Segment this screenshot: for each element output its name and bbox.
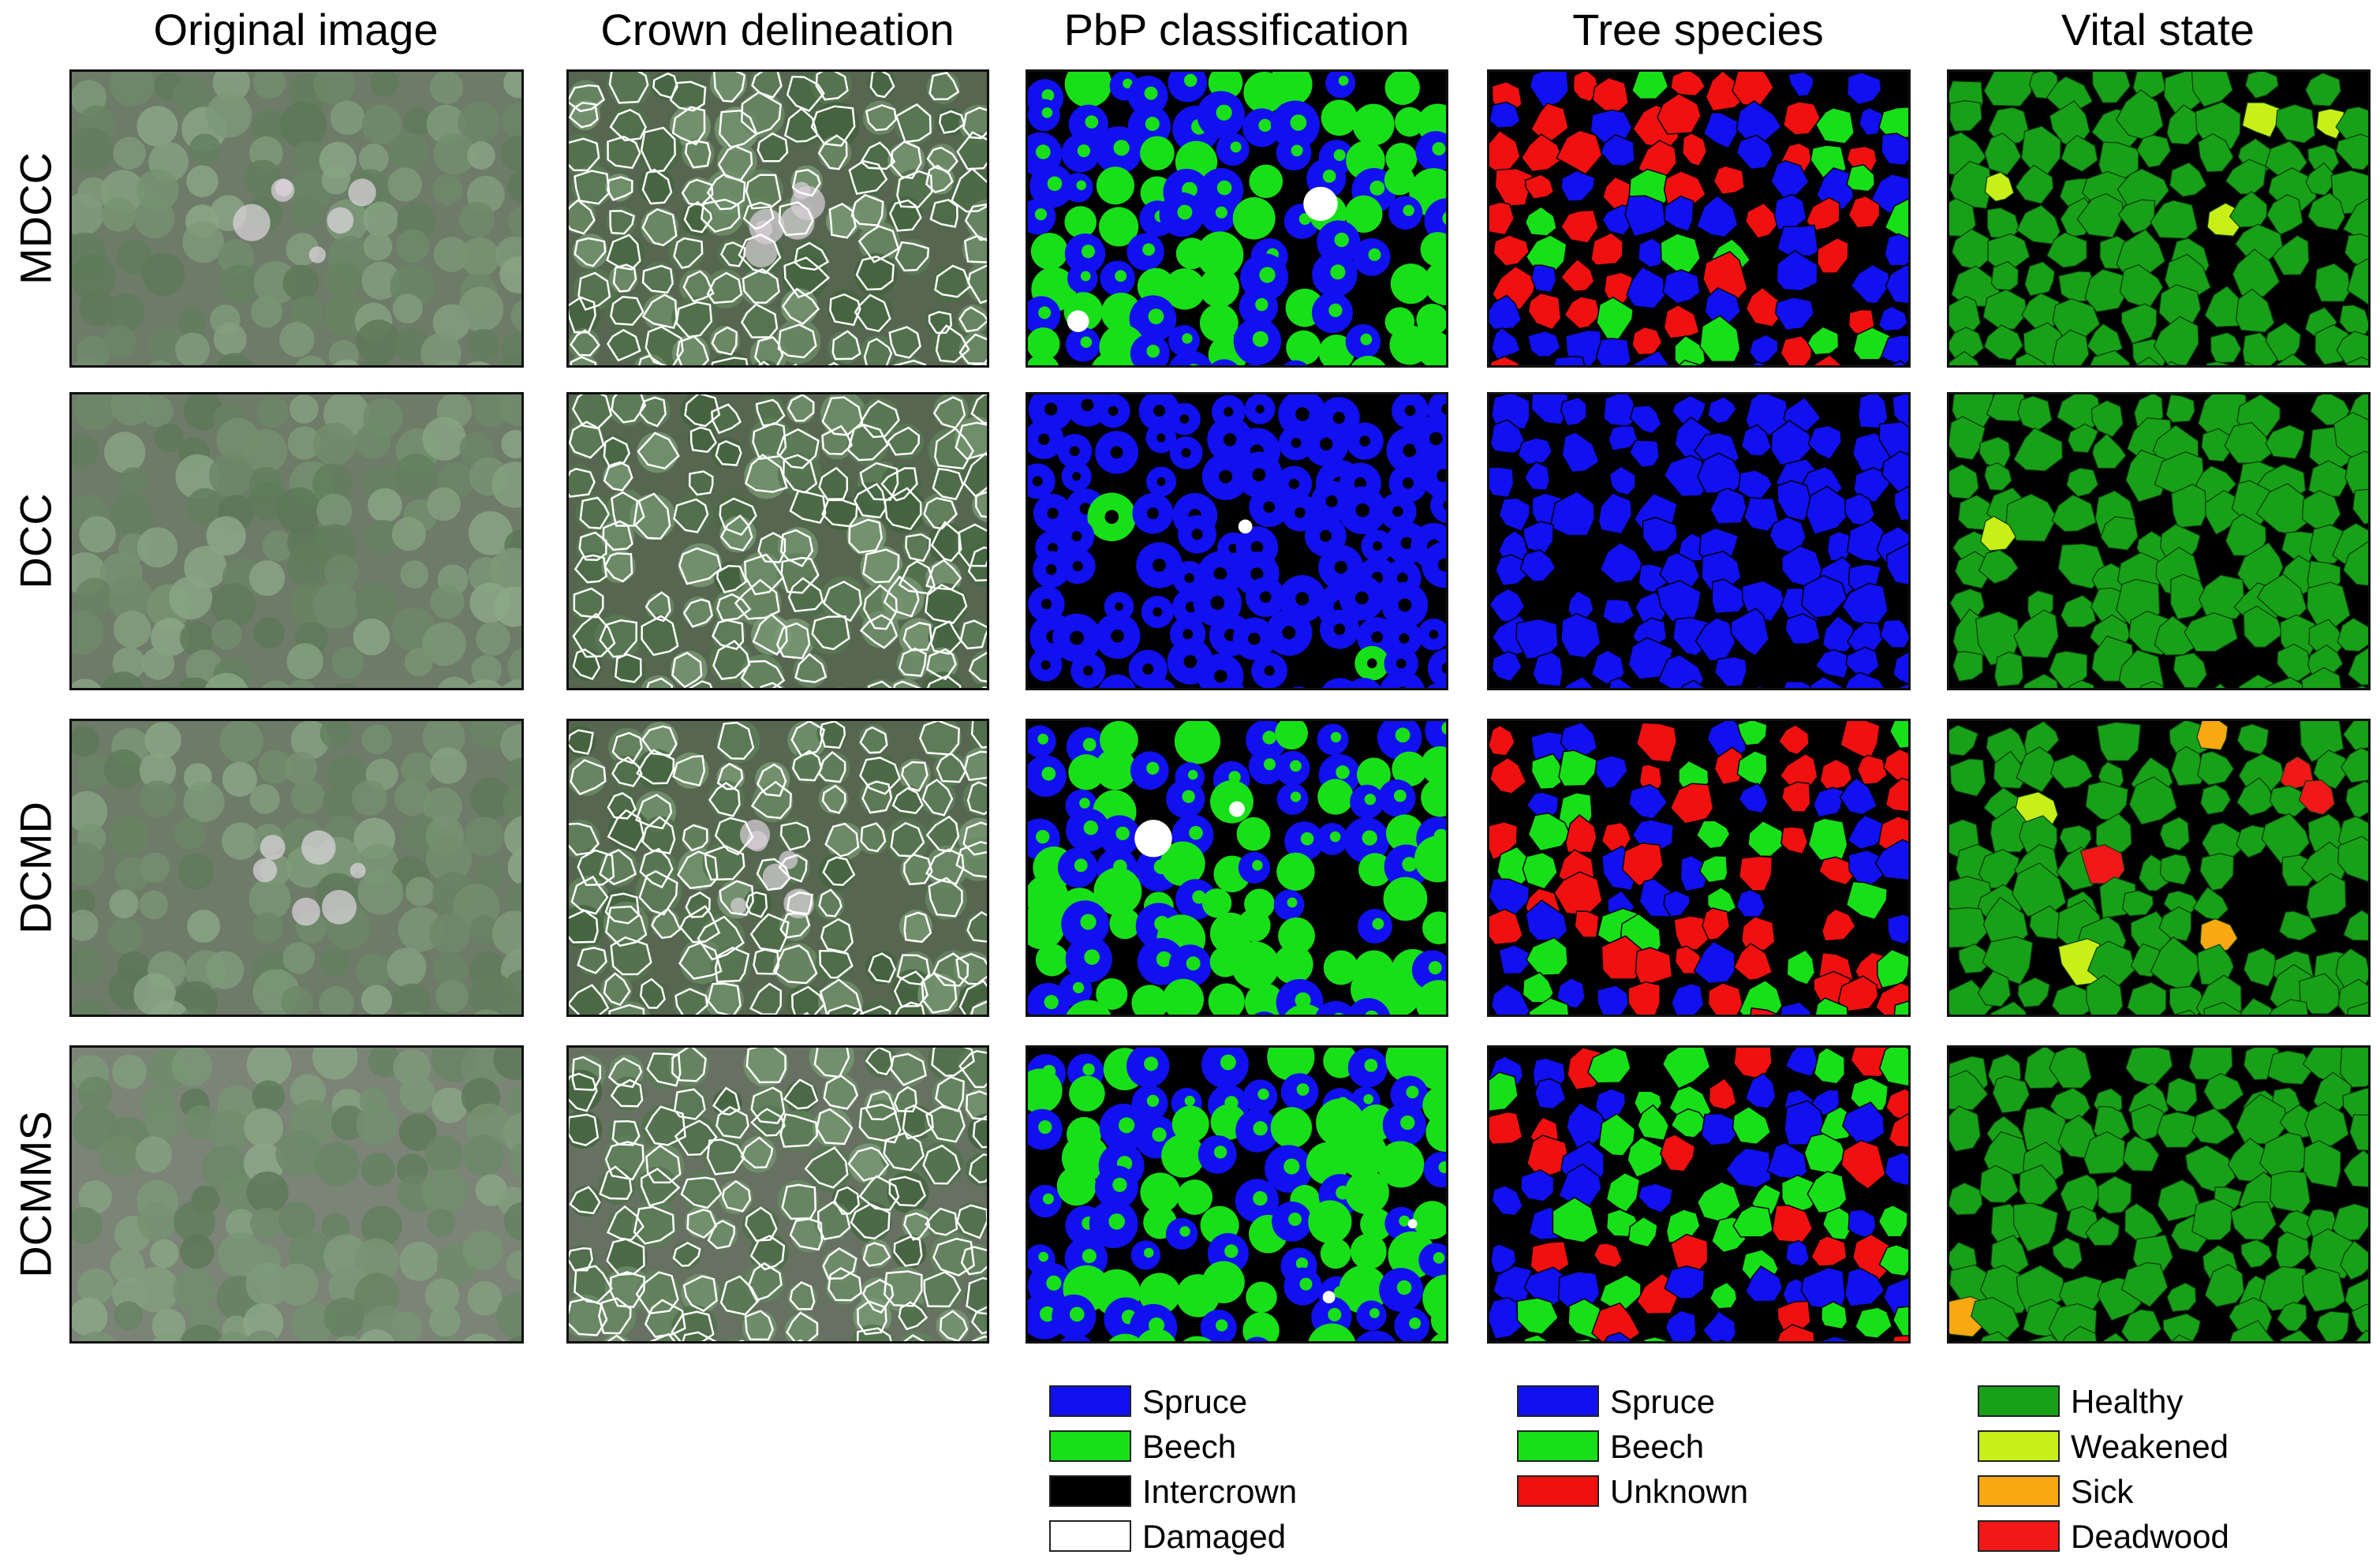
column-header-pbp-classification: PbP classification — [1063, 5, 1410, 54]
legend-label: Beech — [1610, 1428, 1705, 1465]
column-header-vital-state: Vital state — [2061, 5, 2255, 54]
panel-dcmms-species — [1487, 1045, 1911, 1344]
legend-label: Sick — [2071, 1473, 2134, 1510]
panel-dcmms-orig — [69, 1045, 524, 1344]
legend-label: Spruce — [1142, 1383, 1248, 1420]
legend-swatch — [1049, 1520, 1131, 1552]
panel-mdcc-pbp — [1026, 69, 1448, 368]
panel-dcc-vital — [1947, 392, 2371, 690]
panel-mdcc-vital — [1947, 69, 2371, 368]
row-header-dcmd: DCMD — [10, 802, 61, 934]
legend-swatch — [1049, 1475, 1131, 1507]
legend-label: Spruce — [1610, 1383, 1716, 1420]
column-header-tree-species: Tree species — [1572, 5, 1824, 54]
panel-dcc-pbp — [1026, 392, 1448, 690]
legend-label: Intercrown — [1142, 1473, 1298, 1510]
legend-label: Deadwood — [2071, 1518, 2229, 1555]
panel-dcmd-species — [1487, 719, 1911, 1017]
row-header-mdcc: MDCC — [10, 152, 61, 285]
panel-dcmms-crown — [566, 1045, 989, 1344]
legend-swatch — [1049, 1385, 1131, 1417]
panel-dcmd-crown — [566, 719, 989, 1017]
legend-swatch — [1049, 1430, 1131, 1462]
legend-swatch — [1517, 1475, 1599, 1507]
row-header-dcmms: DCMMS — [10, 1111, 61, 1278]
legend-label: Damaged — [1142, 1518, 1287, 1555]
legend-swatch — [1978, 1475, 2060, 1507]
legend-swatch — [1978, 1520, 2060, 1552]
panel-mdcc-species — [1487, 69, 1911, 368]
legend-label: Unknown — [1610, 1473, 1749, 1510]
panel-dcmms-vital — [1947, 1045, 2371, 1344]
panel-dcmd-orig — [69, 719, 524, 1017]
panel-dcmd-vital — [1947, 719, 2371, 1017]
legend-label: Weakened — [2071, 1428, 2229, 1465]
legend-swatch — [1978, 1385, 2060, 1417]
legend-label: Beech — [1142, 1428, 1237, 1465]
panel-dcc-crown — [566, 392, 989, 690]
panel-dcc-orig — [69, 392, 524, 690]
legend-swatch — [1517, 1385, 1599, 1417]
column-header-crown-delineation: Crown delineation — [600, 5, 955, 54]
panel-dcmms-pbp — [1026, 1045, 1448, 1344]
legend-swatch — [1517, 1430, 1599, 1462]
legend-swatch — [1978, 1430, 2060, 1462]
panel-mdcc-orig — [69, 69, 524, 368]
column-header-original-image: Original image — [153, 5, 439, 54]
panel-mdcc-crown — [566, 69, 989, 368]
panel-dcmd-pbp — [1026, 719, 1448, 1017]
legend-label: Healthy — [2071, 1383, 2184, 1420]
panel-dcc-species — [1487, 392, 1911, 690]
row-header-dcc: DCC — [10, 493, 61, 589]
